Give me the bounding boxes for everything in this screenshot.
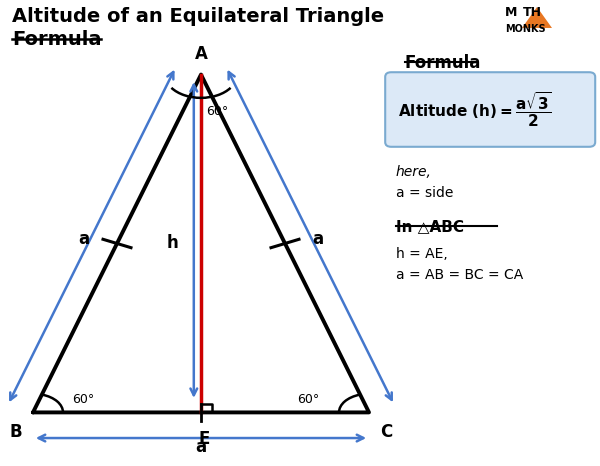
Text: $\bf{Altitude\ (h) = \dfrac{a\sqrt{3}}{2}}$: $\bf{Altitude\ (h) = \dfrac{a\sqrt{3}}{2… — [398, 90, 552, 129]
Text: a: a — [196, 439, 206, 456]
Text: B: B — [10, 423, 22, 441]
Text: MONKS: MONKS — [505, 24, 546, 34]
Text: a: a — [313, 230, 323, 248]
Text: In △ABC: In △ABC — [396, 219, 464, 234]
Text: 60°: 60° — [298, 393, 320, 406]
Text: here,: here, — [396, 165, 432, 179]
Text: M: M — [505, 6, 518, 19]
Text: E: E — [199, 430, 209, 448]
Text: Formula: Formula — [12, 30, 101, 49]
Text: Formula: Formula — [405, 54, 481, 72]
Text: h = AE,: h = AE, — [396, 247, 448, 261]
Text: 60°: 60° — [206, 105, 228, 118]
FancyBboxPatch shape — [385, 72, 595, 147]
Text: C: C — [380, 423, 392, 441]
Text: A: A — [194, 45, 208, 63]
Text: h: h — [166, 234, 178, 253]
Polygon shape — [522, 7, 552, 28]
Text: a = AB = BC = CA: a = AB = BC = CA — [396, 268, 523, 282]
Text: 60°: 60° — [72, 393, 94, 406]
Text: a = side: a = side — [396, 186, 454, 200]
Text: Altitude of an Equilateral Triangle: Altitude of an Equilateral Triangle — [12, 7, 384, 26]
Text: TH: TH — [523, 6, 542, 19]
Text: a: a — [79, 230, 89, 248]
